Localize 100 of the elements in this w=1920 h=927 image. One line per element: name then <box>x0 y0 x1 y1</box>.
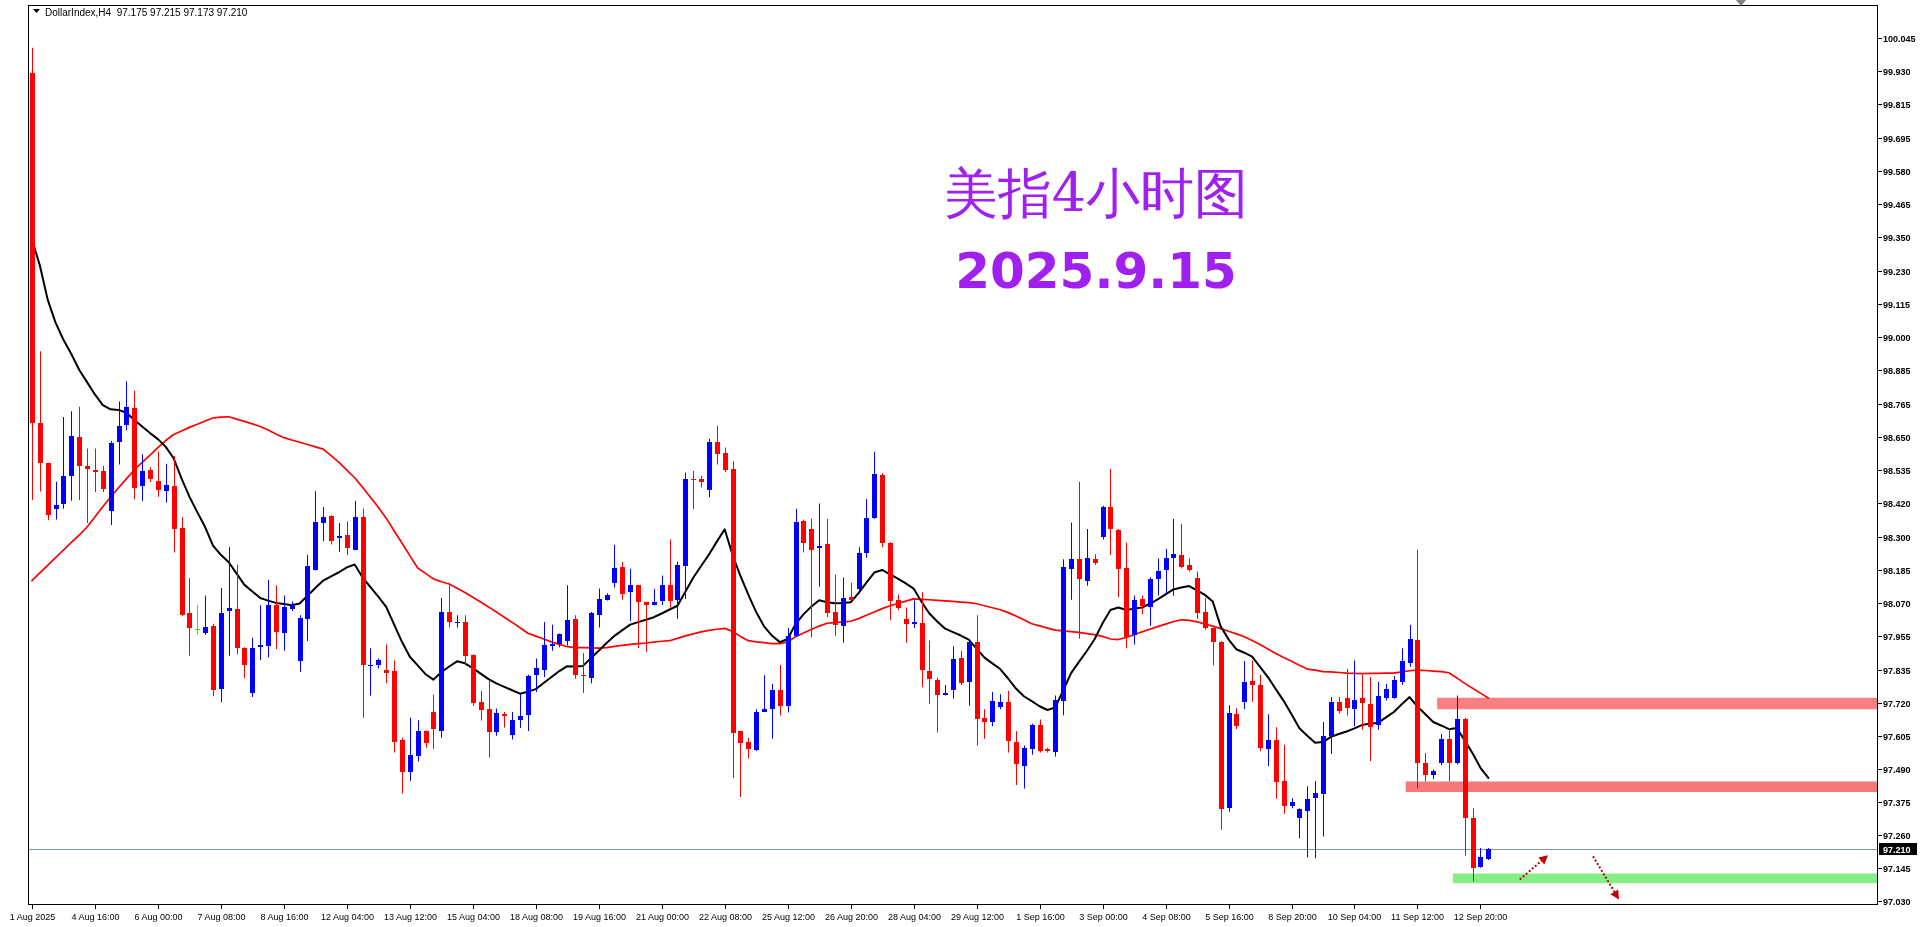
candlestick <box>1376 681 1381 730</box>
candlestick <box>967 640 972 706</box>
candlestick <box>1179 523 1184 569</box>
x-tick-label: 28 Aug 04:00 <box>887 912 942 922</box>
candlestick <box>431 694 436 749</box>
y-tick-label: 99.580 <box>1883 166 1911 177</box>
candlestick <box>164 463 169 503</box>
candlestick <box>770 683 775 739</box>
candlestick <box>1061 559 1066 716</box>
candlestick <box>1101 505 1106 540</box>
x-tick-label: 4 Aug 16:00 <box>71 912 120 922</box>
candlestick <box>471 654 476 706</box>
candlestick <box>951 646 956 699</box>
candlestick <box>841 577 846 643</box>
candlestick <box>833 574 838 636</box>
y-tick-label: 97.260 <box>1883 830 1911 841</box>
candlestick <box>1274 727 1279 799</box>
x-tick-label: 25 Aug 12:00 <box>761 912 816 922</box>
y-tick-label: 98.535 <box>1883 465 1911 476</box>
x-tick-label: 1 Aug 2025 <box>9 912 56 922</box>
candlestick <box>738 730 743 798</box>
candlestick <box>494 708 499 736</box>
candlestick <box>211 623 216 697</box>
candlestick <box>337 523 342 552</box>
y-tick-label: 97.490 <box>1883 764 1911 775</box>
candlestick <box>597 588 602 628</box>
candlestick <box>550 624 555 651</box>
candlestick <box>1022 745 1027 789</box>
candlestick <box>219 588 224 703</box>
candlestick <box>424 730 429 748</box>
candlestick <box>447 585 452 628</box>
y-tick-label: 99.930 <box>1883 66 1911 77</box>
candlestick <box>172 456 177 553</box>
candlestick <box>290 601 295 611</box>
candlestick <box>959 650 964 686</box>
x-tick-label: 6 Aug 00:00 <box>134 912 183 922</box>
candlestick <box>69 411 74 501</box>
candlestick <box>675 561 680 619</box>
y-tick-label: 97.605 <box>1883 731 1911 742</box>
candlestick <box>77 406 82 501</box>
candlestick <box>1203 598 1208 630</box>
x-tick-label: 19 Aug 16:00 <box>572 912 627 922</box>
candlestick <box>691 470 696 510</box>
x-tick-label: 21 Aug 00:00 <box>635 912 690 922</box>
x-tick-label: 1 Sep 16:00 <box>1016 912 1065 922</box>
x-tick-label: 7 Aug 08:00 <box>197 912 246 922</box>
candlestick <box>1053 695 1058 757</box>
candlestick <box>109 441 114 526</box>
candlestick <box>416 720 421 762</box>
candlestick <box>156 451 161 497</box>
x-tick-label: 8 Sep 20:00 <box>1268 912 1317 922</box>
candlestick <box>1124 542 1129 649</box>
x-tick-label: 22 Aug 08:00 <box>698 912 753 922</box>
candlestick <box>1266 714 1271 767</box>
candlestick <box>857 547 862 594</box>
candlestick <box>313 491 318 571</box>
candlestick <box>1195 571 1200 619</box>
candlestick <box>353 500 358 551</box>
candlestick <box>1171 519 1176 596</box>
candlestick <box>1471 808 1476 882</box>
x-tick-label: 4 Sep 08:00 <box>1142 912 1191 922</box>
candlestick <box>329 515 334 545</box>
candlestick <box>361 508 366 718</box>
candlestick <box>455 615 460 628</box>
candlestick <box>1156 558 1161 596</box>
candlestick <box>904 607 909 643</box>
candlestick <box>644 601 649 652</box>
candlestick <box>927 640 932 704</box>
candlestick <box>542 622 547 678</box>
candlestick <box>1447 728 1452 782</box>
y-tick-label: 97.030 <box>1883 896 1911 907</box>
candlestick <box>990 691 995 727</box>
candlestick <box>1455 695 1460 765</box>
candlestick <box>1242 661 1247 710</box>
candlestick <box>581 653 586 694</box>
annotation: DollarIndex,H4 97.175 97.215 97.173 97.210 <box>45 7 248 18</box>
candlestick <box>943 685 948 696</box>
candlestick <box>912 600 917 629</box>
candlestick <box>376 658 381 669</box>
candlestick <box>85 448 90 524</box>
candlestick <box>1297 808 1302 839</box>
candlestick <box>628 568 633 621</box>
text: 2025.9.15 <box>955 242 1237 300</box>
candlestick <box>589 612 594 684</box>
candlestick <box>93 448 98 493</box>
text: 美指4小时图 <box>943 162 1249 225</box>
y-tick-label: 98.885 <box>1883 365 1911 376</box>
candlestick <box>148 467 153 483</box>
candlestick <box>1392 675 1397 699</box>
candlestick <box>235 564 240 655</box>
candlestick <box>534 658 539 692</box>
y-tick-label: 99.000 <box>1883 332 1911 343</box>
y-tick-label: 98.185 <box>1883 565 1911 576</box>
candlestick <box>982 709 987 739</box>
y-tick-label: 98.420 <box>1883 498 1911 509</box>
y-tick-label: 100.045 <box>1883 33 1916 44</box>
candlestick <box>880 473 885 548</box>
candlestick <box>1384 683 1389 701</box>
candlestick <box>1093 554 1098 566</box>
x-tick-label: 3 Sep 00:00 <box>1079 912 1128 922</box>
